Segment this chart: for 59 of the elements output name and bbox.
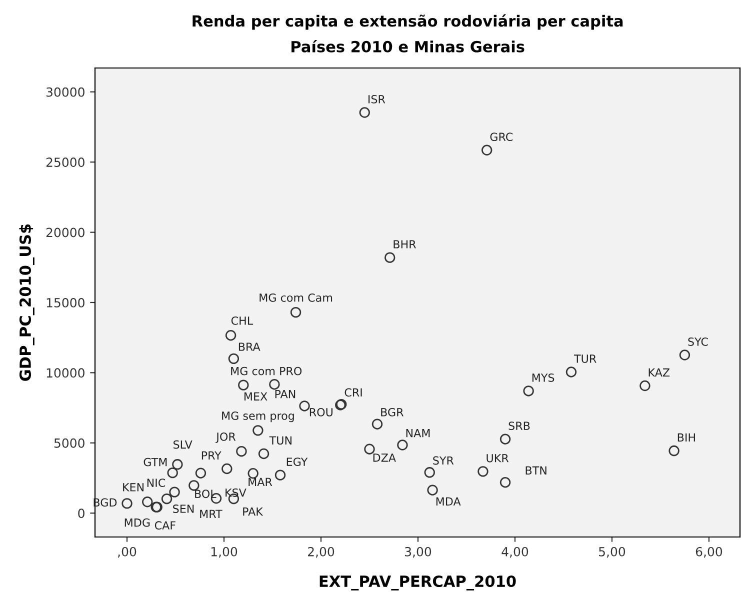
annotation: BIH: [678, 433, 695, 442]
y-tick-label: 10000: [46, 368, 84, 378]
y-axis-title: GDP_PC_2010_US$: [19, 224, 34, 381]
annotation: BTN: [526, 466, 546, 475]
y-tick-label: 30000: [46, 87, 84, 97]
annotation: KSV: [226, 488, 246, 497]
annotation: GTM: [144, 458, 167, 466]
x-tick-label: 6,00: [696, 546, 722, 558]
annotation: DZA: [373, 454, 396, 462]
annotation: GRC: [490, 132, 513, 142]
annotation: NIC: [147, 478, 166, 487]
annotation: MDA: [436, 497, 461, 506]
annotation: MAR: [248, 478, 272, 486]
annotation: SYC: [688, 338, 708, 346]
annotation: ROU: [310, 408, 332, 416]
y-tick-label: 0: [78, 508, 84, 518]
annotation: SYR: [433, 456, 454, 465]
chart-subtitle: Países 2010 e Minas Gerais: [292, 40, 524, 52]
annotation: BOL: [195, 490, 216, 498]
annotation: EGY: [286, 458, 308, 466]
annotation: TUR: [574, 354, 596, 363]
annotation: NAM: [406, 429, 430, 438]
annotation: TUN: [269, 436, 292, 445]
y-tick-label: 25000: [46, 158, 84, 168]
annotation: CAF: [154, 521, 176, 530]
y-tick-label: 5000: [54, 438, 84, 448]
annotation: BRA: [238, 342, 260, 351]
annotation: KEN: [123, 483, 144, 492]
x-tick-label: 3,00: [405, 546, 432, 558]
annotation: MEX: [244, 392, 268, 400]
x-tick-label: ,00: [118, 546, 136, 558]
x-tick-label: 2,00: [308, 546, 334, 558]
annotation: MRT: [200, 510, 222, 518]
annotation: MG sem prog: [222, 412, 294, 422]
y-tick-label: 20000: [46, 228, 84, 238]
annotation: SRB: [508, 422, 530, 430]
annotation: SLV: [174, 440, 192, 449]
annotation: BHR: [394, 240, 416, 248]
annotation: MYS: [532, 373, 554, 382]
annotation: MDG: [124, 518, 150, 527]
annotation: CRI: [344, 388, 362, 397]
y-tick-label: 15000: [46, 298, 84, 308]
x-tick-label: 4,00: [502, 546, 528, 558]
annotation: PAN: [275, 390, 296, 398]
annotation: ISR: [368, 95, 386, 104]
annotation: PAK: [243, 507, 264, 516]
x-tick-label: 1,00: [211, 546, 238, 558]
annotation: BGR: [381, 408, 404, 416]
annotation: CHL: [231, 316, 254, 325]
annotation: MG com PRO: [231, 366, 302, 376]
annotation: PRY: [202, 451, 222, 460]
chart-title: Renda per capita e extensão rodoviária per capita: [192, 14, 623, 30]
annotation: SEN: [173, 504, 194, 513]
annotation: JOR: [216, 432, 236, 443]
annotation: MG com Cam: [260, 293, 332, 302]
x-tick-label: 5,00: [599, 546, 626, 558]
annotation: UKR: [486, 454, 509, 462]
x-axis-title: EXT_PAV_PERCAP_2010: [320, 575, 516, 590]
annotation: KAZ: [648, 368, 670, 377]
